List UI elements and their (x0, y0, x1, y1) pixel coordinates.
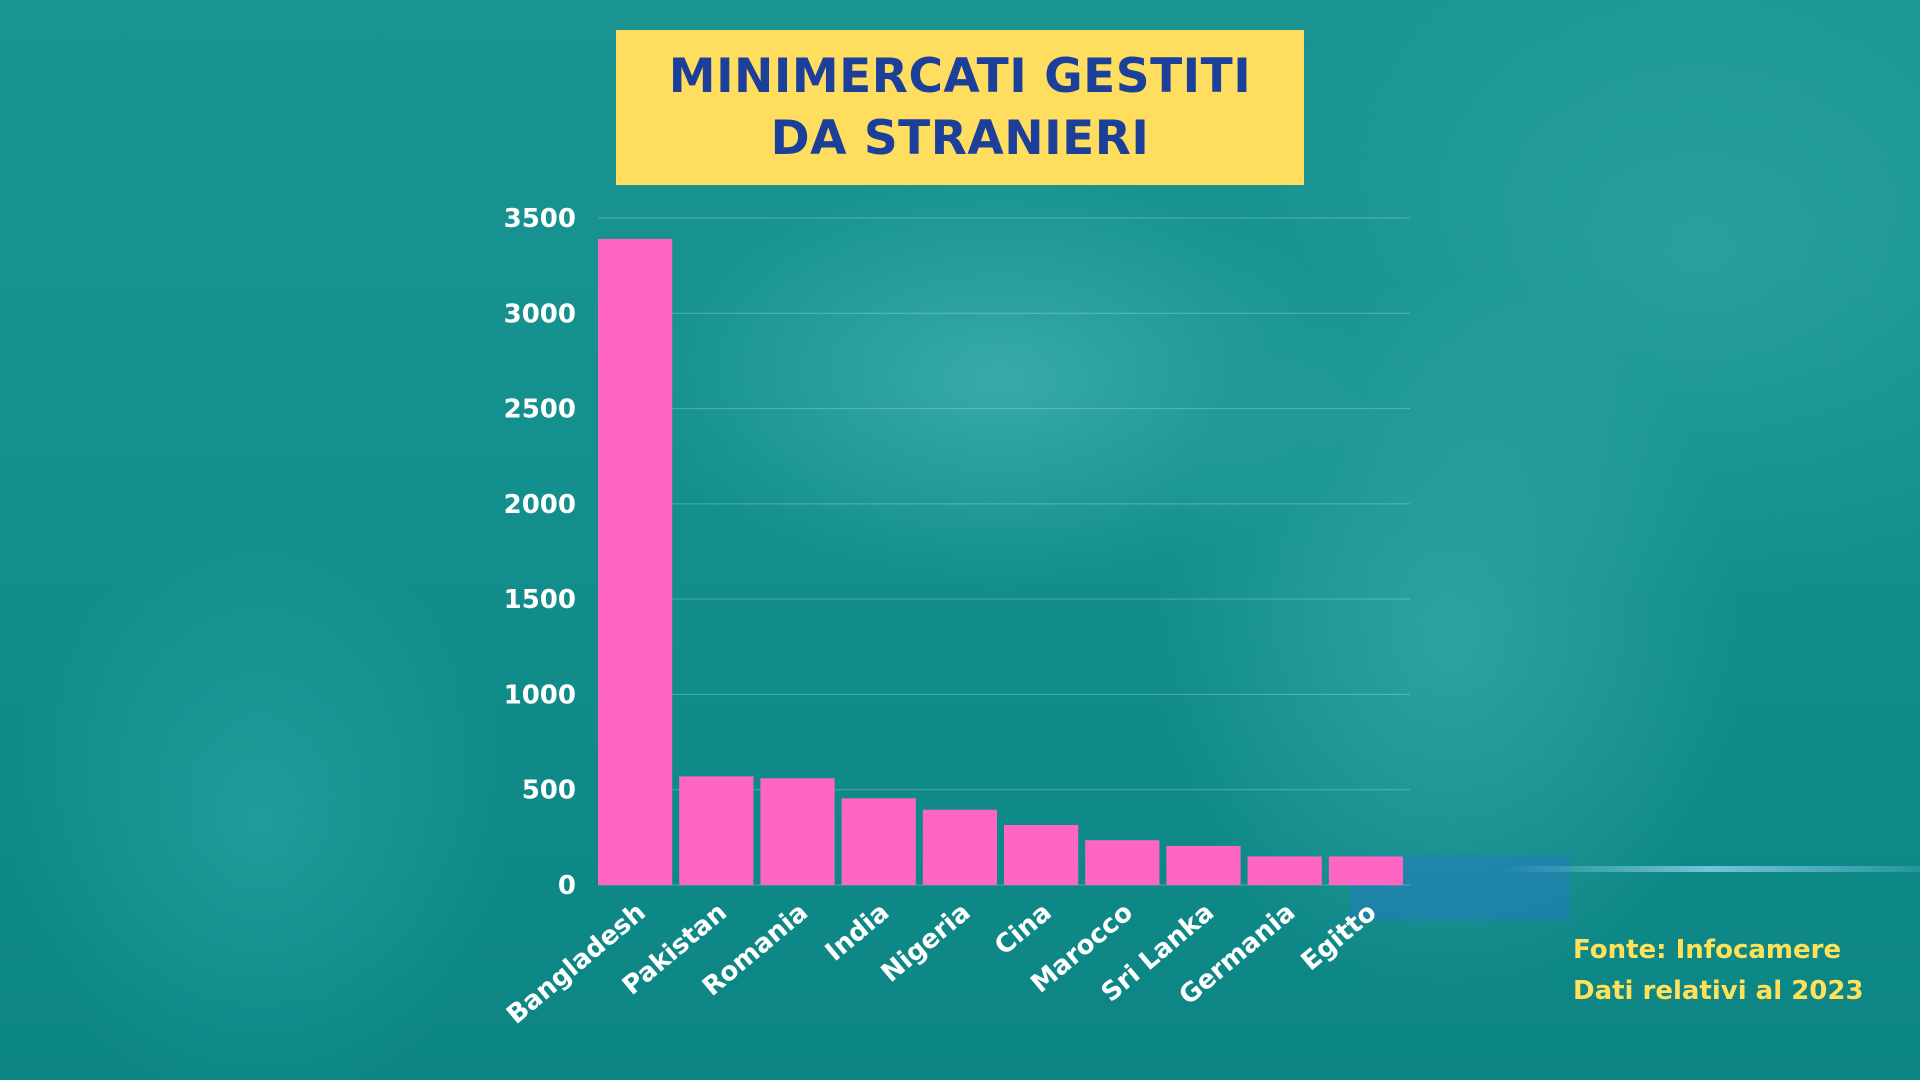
bar-nigeria (922, 809, 997, 885)
y-tick-label: 2000 (504, 490, 576, 520)
bar-india (841, 798, 916, 885)
bar-marocco (1085, 840, 1160, 885)
y-tick-label: 1500 (504, 585, 576, 615)
y-tick-label: 500 (522, 776, 576, 806)
decorative-glow-line (1500, 866, 1920, 872)
x-tick-label: Cina (989, 897, 1057, 961)
source-line: Fonte: Infocamere (1573, 935, 1842, 965)
bar-romania (760, 778, 835, 885)
source-note: Fonte: Infocamere Dati relativi al 2023 (1573, 930, 1864, 1012)
chart-title: MINIMERCATI GESTITI DA STRANIERI (669, 46, 1251, 170)
bar-egitto (1328, 856, 1403, 885)
y-tick-label: 0 (558, 871, 576, 901)
bar-sri-lanka (1166, 845, 1241, 885)
x-tick-label: India (820, 897, 895, 967)
x-tick-label: Bangladesh (501, 897, 651, 1030)
bar-pakistan (679, 776, 754, 885)
chart-title-box: MINIMERCATI GESTITI DA STRANIERI (616, 30, 1304, 185)
data-year-line: Dati relativi al 2023 (1573, 976, 1864, 1006)
chart-title-line-1: MINIMERCATI GESTITI (668, 48, 1252, 104)
y-tick-label: 2500 (504, 395, 576, 425)
bar-germania (1247, 856, 1322, 885)
bar-bangladesh (598, 238, 673, 885)
chart-title-line-2: DA STRANIERI (770, 110, 1150, 166)
y-axis-tick-labels: 0 500 1000 1500 2000 2500 3000 3500 (504, 204, 576, 901)
y-tick-label: 3500 (504, 204, 576, 234)
bar-cina (1004, 824, 1079, 885)
y-tick-label: 1000 (504, 680, 576, 710)
bars (598, 238, 1403, 885)
x-tick-label: Nigeria (876, 897, 977, 988)
y-tick-label: 3000 (504, 299, 576, 329)
x-tick-label: Egitto (1296, 897, 1383, 977)
